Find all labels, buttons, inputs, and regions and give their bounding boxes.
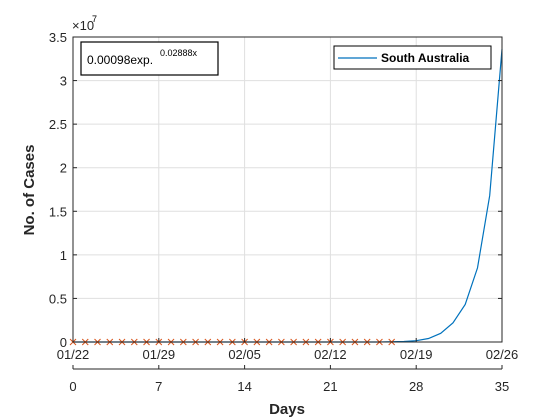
annotation-box: 0.00098exp. 0.02888x <box>80 41 219 76</box>
x-tick-label: 0 <box>69 379 76 394</box>
y-tick-label: 3 <box>60 74 67 89</box>
annotation-frame <box>80 41 219 76</box>
plot-area <box>73 37 502 342</box>
y-axis-label: No. of Cases <box>21 145 38 236</box>
x-tick-label: 7 <box>155 379 162 394</box>
plot-frame <box>72 36 503 343</box>
x-tick-label: 14 <box>237 379 251 394</box>
y-tick-label: 0.5 <box>49 291 67 306</box>
y-exponent-base: ×10 <box>72 18 94 33</box>
date-tick-label: 02/05 <box>228 347 261 362</box>
x-tick-label: 35 <box>495 379 509 394</box>
annotation-exponent: 0.02888x <box>160 48 198 58</box>
date-tick-label: 02/19 <box>400 347 433 362</box>
y-tick-label: 0 <box>60 335 67 350</box>
date-tick-label: 01/22 <box>57 347 90 362</box>
axes <box>72 36 503 370</box>
ticks: 0 0.5 1 1.5 2 2.5 3 3.5 01/22 01/29 02/05 02/12 02/1… <box>49 30 518 394</box>
x-tick-label: 28 <box>409 379 423 394</box>
annotation-base: 0.00098exp. <box>87 53 153 67</box>
x-axis-label: Days <box>269 401 305 418</box>
x-tick-label: 21 <box>323 379 337 394</box>
y-tick-label: 1.5 <box>49 204 67 219</box>
y-exponent-power: 7 <box>92 14 97 24</box>
y-tick-label: 1 <box>60 248 67 263</box>
legend-label-south-australia: South Australia <box>381 51 470 65</box>
date-tick-label: 02/12 <box>314 347 347 362</box>
legend-frame <box>333 45 492 70</box>
y-tick-label: 2.5 <box>49 117 67 132</box>
legend: South Australia <box>333 45 492 70</box>
y-tick-label: 3.5 <box>49 30 67 45</box>
y-tick-label: 2 <box>60 161 67 176</box>
date-tick-label: 01/29 <box>143 347 176 362</box>
date-tick-label: 02/26 <box>486 347 519 362</box>
